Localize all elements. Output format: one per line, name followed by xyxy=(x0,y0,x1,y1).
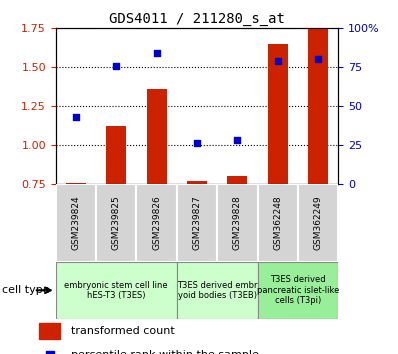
Text: GSM239827: GSM239827 xyxy=(193,196,201,250)
Bar xyxy=(137,184,177,262)
Bar xyxy=(66,183,86,184)
Text: T3ES derived embr
yoid bodies (T3EB): T3ES derived embr yoid bodies (T3EB) xyxy=(177,281,258,300)
Text: T3ES derived
pancreatic islet-like
cells (T3pi): T3ES derived pancreatic islet-like cells… xyxy=(257,275,339,305)
Bar xyxy=(308,28,328,184)
Bar xyxy=(187,181,207,184)
Bar xyxy=(298,184,338,262)
Text: GSM362249: GSM362249 xyxy=(314,196,323,250)
Title: GDS4011 / 211280_s_at: GDS4011 / 211280_s_at xyxy=(109,12,285,26)
Point xyxy=(47,353,53,354)
Point xyxy=(315,57,321,62)
Bar xyxy=(227,176,248,184)
Point xyxy=(73,114,79,120)
Bar xyxy=(146,89,167,184)
Point xyxy=(113,63,119,69)
Bar xyxy=(106,126,127,184)
Point xyxy=(234,137,240,143)
Text: GSM362248: GSM362248 xyxy=(273,196,282,250)
Point xyxy=(154,50,160,56)
Text: transformed count: transformed count xyxy=(71,326,175,336)
Bar xyxy=(258,262,338,319)
Bar xyxy=(258,184,298,262)
Bar xyxy=(56,184,96,262)
Text: percentile rank within the sample: percentile rank within the sample xyxy=(71,350,259,354)
Text: GSM239825: GSM239825 xyxy=(112,196,121,250)
Bar xyxy=(96,184,137,262)
Text: cell type: cell type xyxy=(2,285,50,295)
Text: GSM239824: GSM239824 xyxy=(71,196,80,250)
Bar xyxy=(177,262,258,319)
Text: GSM239828: GSM239828 xyxy=(233,196,242,250)
Point xyxy=(275,58,281,64)
Bar xyxy=(56,262,177,319)
Bar xyxy=(267,44,288,184)
Bar xyxy=(39,323,60,339)
Bar xyxy=(217,184,258,262)
Text: GSM239826: GSM239826 xyxy=(152,196,161,250)
Point xyxy=(194,140,200,145)
Text: embryonic stem cell line
hES-T3 (T3ES): embryonic stem cell line hES-T3 (T3ES) xyxy=(64,281,168,300)
Bar xyxy=(177,184,217,262)
